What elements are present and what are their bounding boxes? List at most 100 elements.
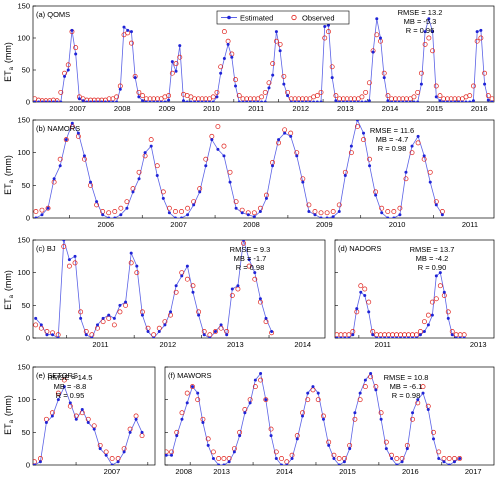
estimated-point-c-9 bbox=[84, 333, 88, 337]
observed-point-b-15 bbox=[124, 199, 130, 205]
estimated-point-f-24 bbox=[290, 456, 294, 460]
estimated-point-a-67 bbox=[282, 82, 286, 86]
estimated-point-c-11 bbox=[95, 323, 99, 327]
observed-point-a-76 bbox=[314, 93, 320, 99]
estimated-point-a-118 bbox=[471, 99, 475, 102]
estimated-point-c-33 bbox=[219, 323, 223, 327]
estimated-point-f-33 bbox=[337, 463, 341, 465]
observed-point-f-56 bbox=[457, 456, 463, 461]
stat-c-0: RMSE = 9.3 bbox=[230, 245, 271, 254]
x-tick-label-b-4: 2010 bbox=[389, 220, 406, 229]
legend-box bbox=[216, 10, 350, 25]
observed-point-c-13 bbox=[106, 315, 112, 321]
observed-point-a-79 bbox=[326, 29, 331, 35]
estimated-point-a-12 bbox=[77, 97, 81, 101]
estimated-point-c-10 bbox=[90, 336, 94, 338]
estimated-point-a-85 bbox=[349, 100, 353, 102]
estimated-point-a-112 bbox=[449, 100, 453, 102]
observed-point-c-8 bbox=[78, 309, 84, 315]
estimated-point-a-88 bbox=[360, 100, 364, 102]
estimated-point-a-11 bbox=[74, 52, 78, 56]
observed-point-a-120 bbox=[478, 35, 484, 41]
estimated-point-c-7 bbox=[73, 254, 77, 258]
observed-point-b-5 bbox=[63, 137, 69, 143]
estimated-point-a-37 bbox=[170, 60, 174, 64]
estimated-point-a-19 bbox=[103, 100, 107, 102]
observed-point-e-17 bbox=[133, 413, 139, 419]
estimated-point-a-35 bbox=[163, 100, 167, 102]
observed-point-a-121 bbox=[482, 70, 488, 76]
estimated-point-a-59 bbox=[252, 100, 256, 102]
observed-point-d-30 bbox=[453, 332, 459, 338]
x-tick-label-f-0: 2013 bbox=[213, 467, 230, 476]
observed-point-b-49 bbox=[330, 209, 336, 214]
observed-point-b-0 bbox=[33, 209, 39, 214]
estimated-point-f-29 bbox=[316, 391, 320, 395]
estimated-point-f-47 bbox=[411, 411, 415, 415]
y-tick-label-c-2: 100 bbox=[17, 268, 30, 277]
observed-point-f-52 bbox=[436, 449, 442, 455]
plot-area-a bbox=[33, 17, 494, 102]
estimated-point-a-107 bbox=[431, 30, 435, 34]
estimated-point-a-14 bbox=[85, 100, 89, 102]
estimated-point-f-1 bbox=[169, 453, 173, 457]
observed-point-f-21 bbox=[273, 449, 279, 455]
observed-point-d-14 bbox=[390, 332, 396, 338]
estimated-point-b-55 bbox=[368, 164, 372, 168]
y-tick-label-e-1: 50 bbox=[22, 428, 30, 437]
estimated-point-f-26 bbox=[301, 414, 305, 418]
estimated-point-f-8 bbox=[206, 443, 210, 447]
estimated-point-c-21 bbox=[152, 336, 156, 338]
estimated-point-c-18 bbox=[135, 264, 139, 268]
observed-point-b-33 bbox=[233, 199, 239, 205]
x-tick-label-a-5: 2012 bbox=[292, 104, 309, 113]
observed-point-f-40 bbox=[373, 384, 379, 390]
observed-point-d-0 bbox=[335, 332, 340, 338]
estimated-point-a-39 bbox=[178, 44, 182, 48]
estimated-point-a-9 bbox=[66, 68, 70, 72]
estimated-point-c-36 bbox=[236, 284, 240, 288]
observed-point-a-61 bbox=[259, 94, 264, 100]
observed-point-e-2 bbox=[43, 416, 49, 422]
estimated-point-a-108 bbox=[434, 95, 438, 99]
ylabel-et-c: ETa(mm) bbox=[3, 270, 15, 310]
estimated-point-a-16 bbox=[92, 100, 96, 102]
observed-point-f-38 bbox=[362, 384, 368, 390]
legend-estimated-marker bbox=[227, 15, 231, 20]
estimated-point-a-76 bbox=[315, 100, 319, 102]
estimated-point-b-2 bbox=[46, 206, 50, 210]
observed-point-b-46 bbox=[312, 209, 318, 214]
observed-point-f-20 bbox=[268, 426, 274, 432]
estimated-point-b-47 bbox=[319, 216, 323, 218]
observed-point-b-23 bbox=[172, 209, 178, 214]
plot-area-b bbox=[33, 120, 445, 218]
observed-point-a-78 bbox=[322, 35, 328, 41]
estimated-point-d-13 bbox=[387, 336, 391, 338]
observed-point-a-77 bbox=[318, 89, 324, 95]
observed-point-f-29 bbox=[315, 397, 321, 403]
estimated-point-a-31 bbox=[148, 100, 152, 102]
observed-point-f-9 bbox=[210, 449, 216, 455]
observed-point-c-29 bbox=[196, 309, 202, 315]
observed-point-e-5 bbox=[61, 377, 67, 383]
estimated-point-b-40 bbox=[277, 138, 281, 142]
observed-point-b-30 bbox=[215, 124, 221, 129]
estimated-point-b-25 bbox=[186, 213, 190, 217]
estimated-point-a-48 bbox=[211, 100, 215, 102]
stat-e-2: R = 0.95 bbox=[56, 391, 85, 400]
estimated-point-d-27 bbox=[442, 290, 446, 294]
observed-point-a-1 bbox=[36, 97, 41, 102]
stat-b-2: R = 0.98 bbox=[378, 144, 407, 153]
estimated-point-a-52 bbox=[226, 42, 230, 46]
estimated-point-a-42 bbox=[189, 100, 193, 102]
estimated-point-f-30 bbox=[321, 417, 325, 421]
estimated-point-f-54 bbox=[447, 463, 451, 465]
x-tick-label-b-1: 2007 bbox=[170, 220, 187, 229]
estimated-point-b-49 bbox=[331, 215, 335, 218]
estimated-point-b-28 bbox=[204, 164, 208, 168]
observed-point-a-92 bbox=[374, 32, 380, 38]
estimated-point-c-19 bbox=[140, 313, 144, 317]
estimated-point-c-13 bbox=[107, 313, 111, 317]
observed-point-d-3 bbox=[346, 332, 352, 338]
